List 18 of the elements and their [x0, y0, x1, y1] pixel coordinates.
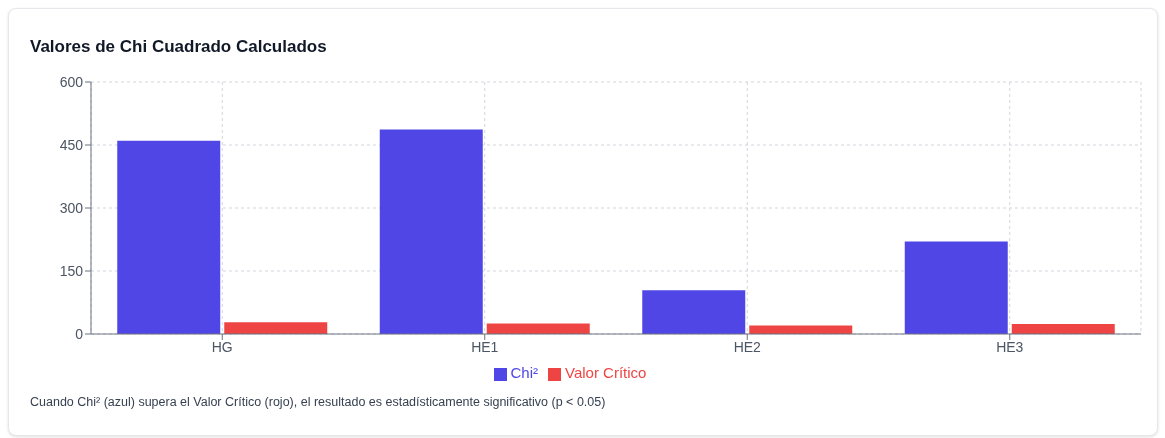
x-tick-label: HE1 [471, 338, 499, 355]
legend-label: Chi² [510, 364, 539, 381]
chart-title: Valores de Chi Cuadrado Calculados [30, 37, 327, 57]
bar [642, 290, 746, 334]
bar [379, 129, 483, 334]
bar [117, 140, 221, 334]
y-tick-label: 0 [75, 325, 84, 342]
text: Cuando Chi² (azul) supera el Valor Crítico (rojo), el resultado es estadísticamente significativo (p < 0.05) [30, 395, 606, 409]
y-tick-label: 300 [59, 199, 84, 216]
x-tick-label: HG [211, 338, 233, 355]
x-tick-label: HE2 [733, 338, 762, 355]
y-tick-label: 150 [59, 262, 84, 279]
x-tick-label: HE3 [996, 338, 1024, 355]
bar [224, 322, 328, 334]
legend-label: Valor Crítico [565, 364, 647, 381]
bar [904, 241, 1008, 334]
y-tick-label: 600 [59, 73, 84, 90]
y-tick-label: 450 [59, 136, 84, 153]
